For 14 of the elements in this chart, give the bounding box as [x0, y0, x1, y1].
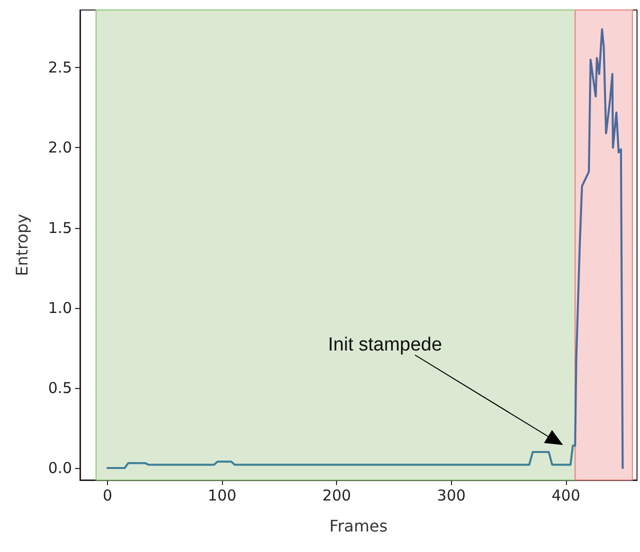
- x-tick-label: 300: [437, 486, 466, 504]
- y-tick-label: 1.5: [48, 218, 72, 237]
- x-tick-label: 0: [102, 486, 112, 504]
- y-tick-label: 0.0: [48, 458, 72, 477]
- annotation: Init stampede: [328, 334, 442, 356]
- x-axis-title: Frames: [329, 516, 388, 536]
- x-tick-label: 400: [552, 486, 580, 504]
- y-tick-label: 0.5: [48, 378, 72, 397]
- x-tick-label: 100: [208, 486, 236, 504]
- x-tick-label: 200: [322, 486, 352, 504]
- y-tick-label: 1.0: [48, 298, 72, 317]
- y-axis-title: Entropy: [12, 214, 32, 276]
- y-tick-label: 2.0: [48, 138, 72, 157]
- y-tick-label: 2.5: [48, 58, 72, 77]
